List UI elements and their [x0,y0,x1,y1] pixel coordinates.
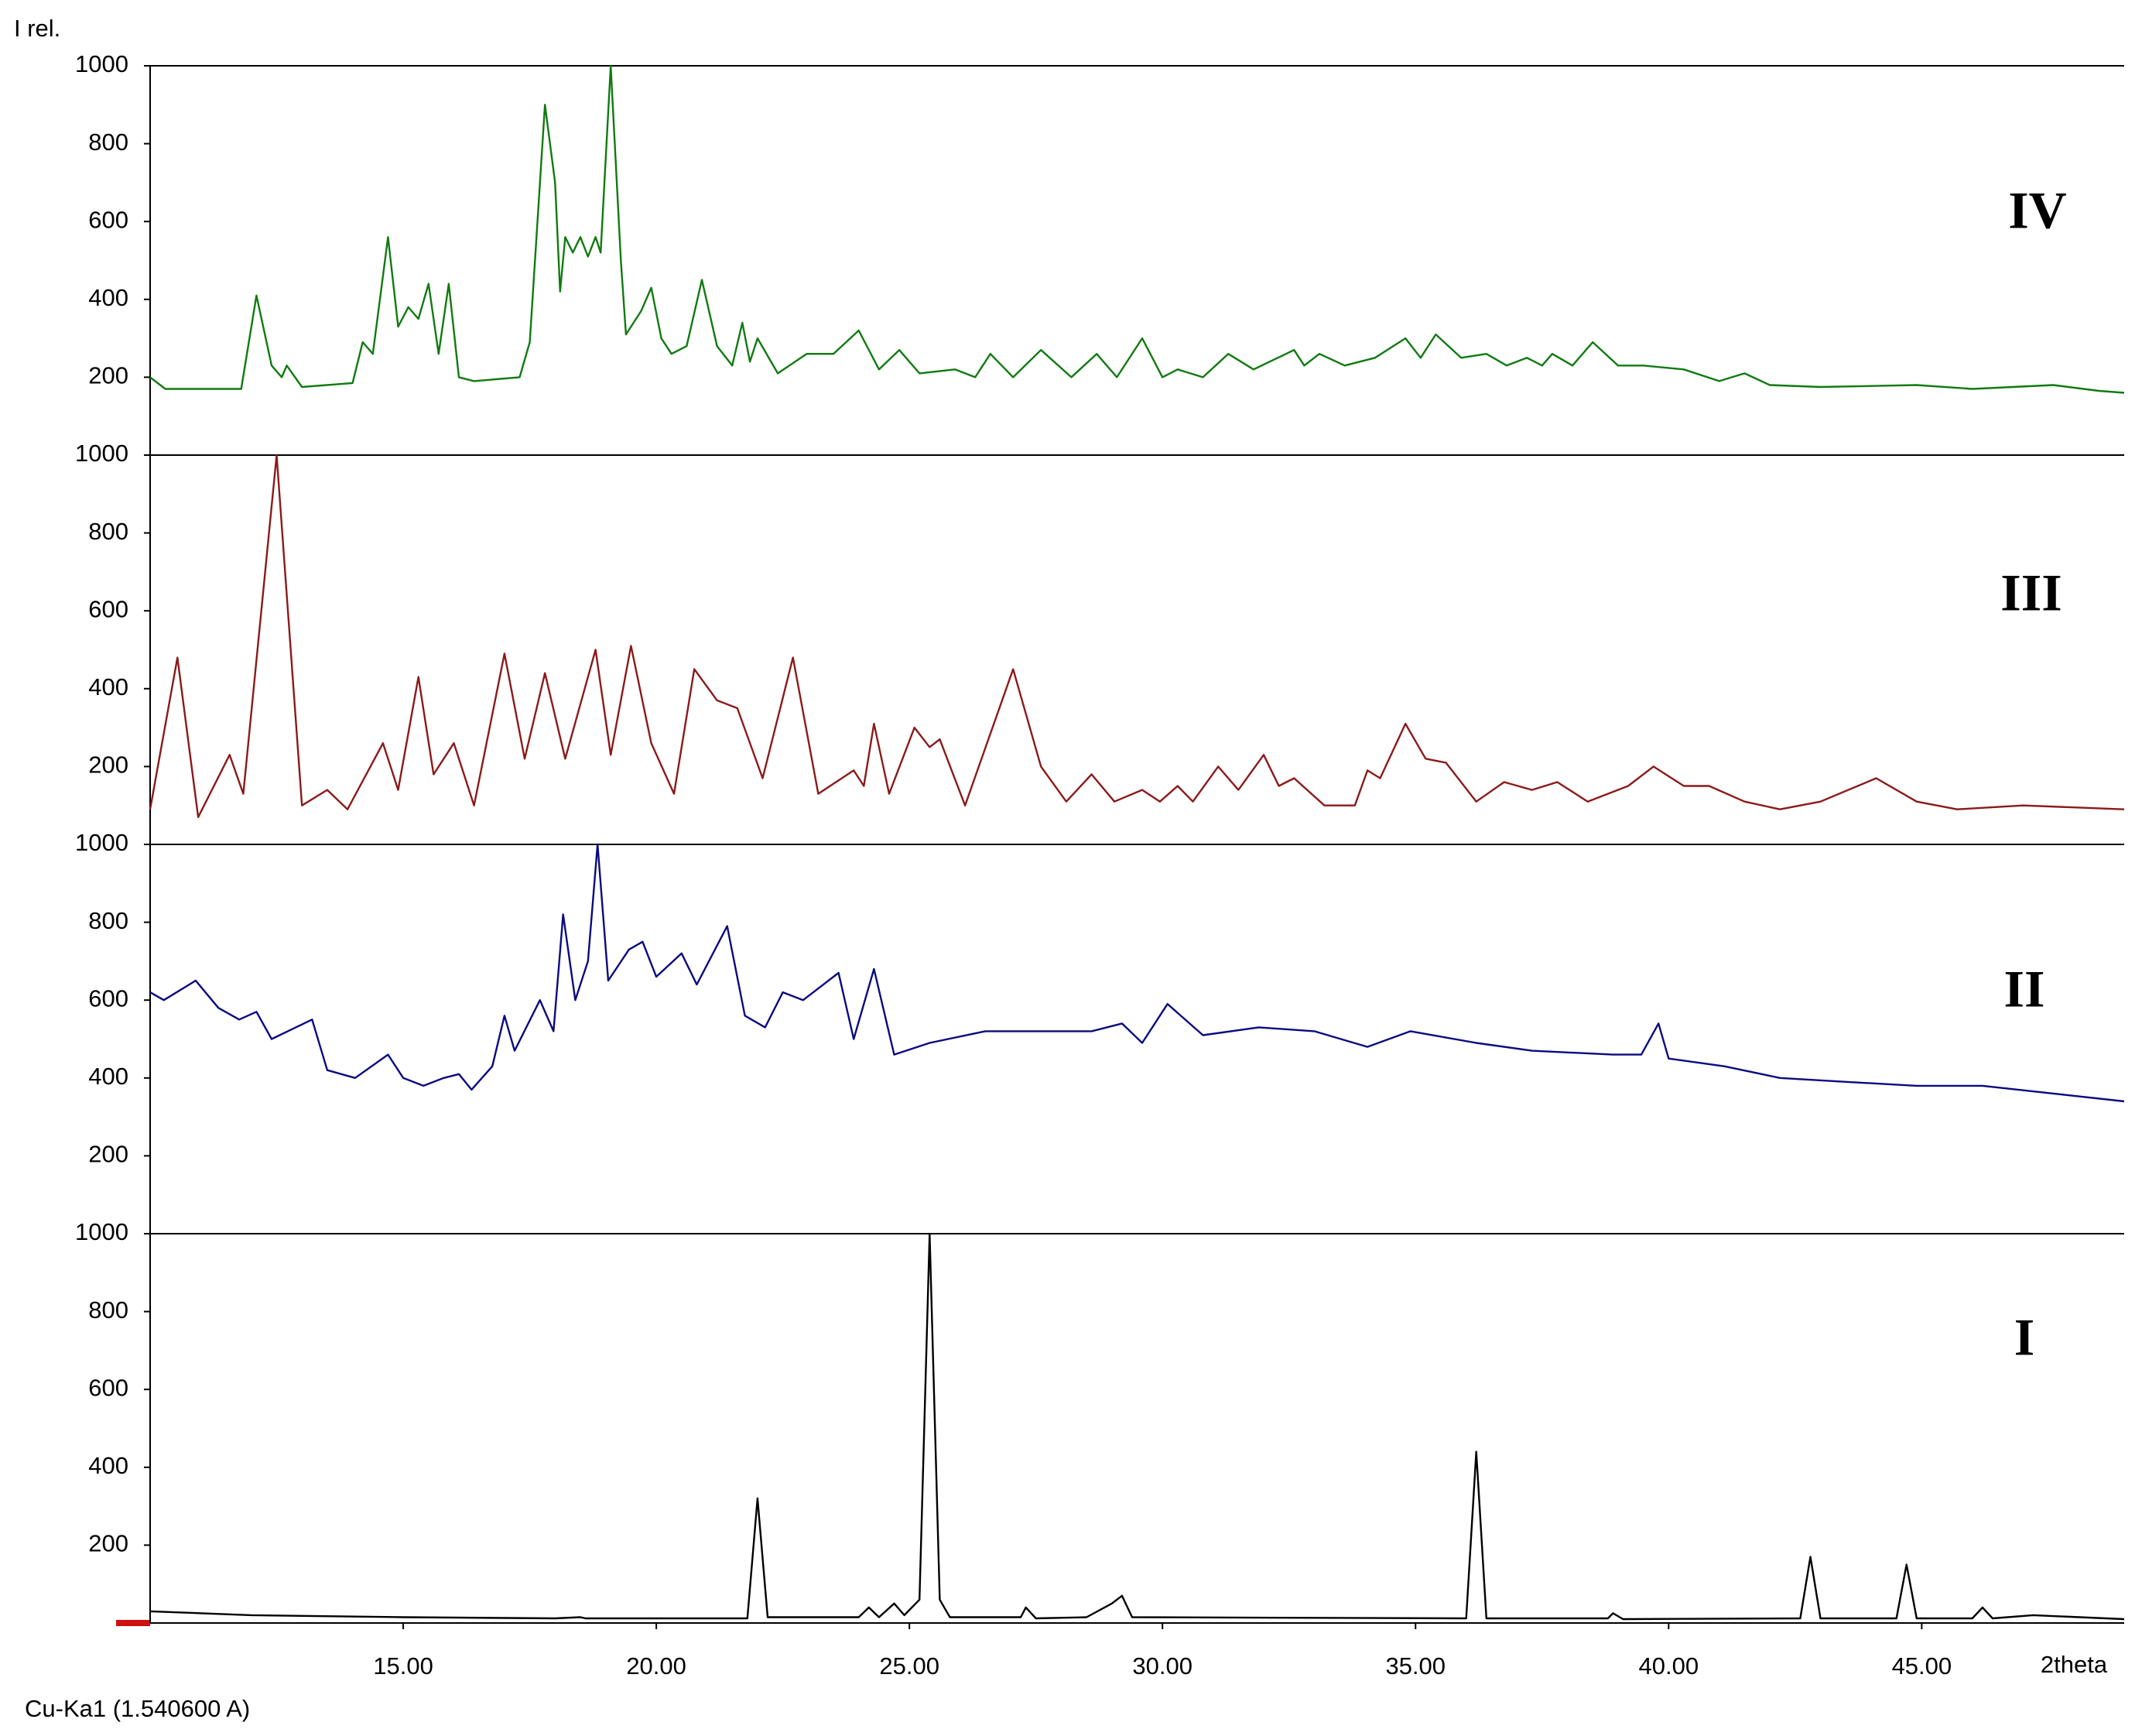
panel-label: I [2014,1308,2034,1367]
y-tick-label: 200 [88,752,128,779]
x-tick-label: 30.00 [1132,1652,1192,1680]
origin-marker [116,1620,150,1626]
y-tick-label: 1000 [75,1218,128,1245]
pattern-line [149,1232,2125,1621]
panel-label: III [2000,563,2062,622]
y-tick-label: 400 [88,1063,128,1090]
x-tick-label: 35.00 [1385,1652,1446,1680]
y-tick-label: 400 [88,1452,128,1479]
x-tick-label: 40.00 [1639,1652,1699,1680]
y-tick-label: 200 [88,1141,128,1168]
panel-label: II [2004,960,2045,1019]
x-tick-label: 20.00 [626,1652,686,1680]
y-tick-label: 200 [88,1530,128,1557]
y-tick-label: 800 [88,1296,128,1323]
y-tick-label: 600 [88,206,128,233]
pattern-line [149,843,2125,1103]
x-axis-label: 2theta [2041,1651,2108,1678]
y-axis-label: I rel. [14,15,60,42]
y-tick-label: 1000 [75,50,128,77]
y-tick-label: 400 [88,673,128,700]
y-tick-label: 400 [88,284,128,311]
y-tick-label: 1000 [75,440,128,467]
pattern-line [149,454,2125,818]
x-tick-label: 45.00 [1892,1652,1952,1680]
y-tick-label: 800 [88,518,128,545]
x-tick-label: 15.00 [373,1652,433,1680]
y-tick-label: 600 [88,984,128,1012]
pattern-line [149,64,2125,394]
panel-label: IV [2008,181,2067,240]
radiation-note: Cu-Ka1 (1.540600 A) [25,1695,250,1722]
y-tick-label: 800 [88,128,128,156]
x-tick-label: 25.00 [879,1652,939,1680]
y-tick-label: 600 [88,595,128,622]
y-tick-label: 200 [88,362,128,389]
y-tick-label: 600 [88,1374,128,1401]
y-tick-label: 1000 [75,829,128,856]
y-tick-label: 800 [88,907,128,934]
